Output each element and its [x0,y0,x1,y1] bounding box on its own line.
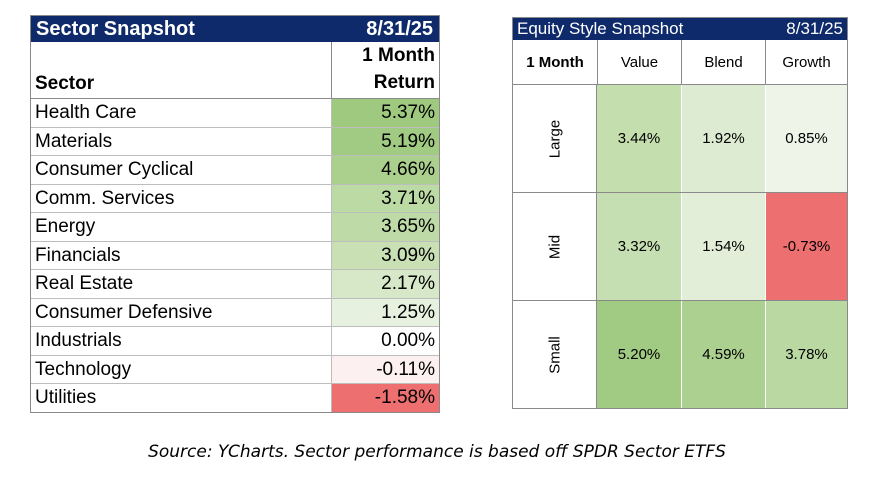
style-cell-blend: 1.54% [681,193,765,300]
sector-name: Materials [35,130,113,152]
return-column-label-line2: Return [373,72,435,93]
sector-row: Consumer Defensive 1.25% [31,298,439,327]
sector-table-title: Sector Snapshot [36,17,195,40]
style-row-label-text: Mid [546,234,563,259]
sector-snapshot-table: Sector Snapshot 8/31/25 Sector 1 Month R… [30,15,440,413]
sector-return-value: 3.09% [331,241,439,269]
style-row-mid: Mid 3.32% 1.54% -0.73% [513,193,847,301]
sector-return-value: 1.25% [331,298,439,326]
sector-row: Comm. Services 3.71% [31,184,439,213]
sector-name: Energy [35,216,96,237]
style-cell-growth: 3.78% [765,301,847,408]
sector-row: Materials 5.19% [31,127,439,156]
style-row-label: Mid [513,193,597,300]
sector-row: Energy 3.65% [31,213,439,242]
style-col-value: Value [597,40,681,84]
style-rows: Large 3.44% 1.92% 0.85% Mid 3.32% 1.54% -0.73% S… [513,85,847,408]
sector-return-value: 4.66% [331,156,439,184]
sector-table-date: 8/31/25 [366,17,433,40]
sector-column-label: Sector [35,73,95,94]
sector-row: Health Care 5.37% [31,99,439,128]
style-corner-label: 1 Month [526,53,584,71]
sector-name: Consumer Cyclical [35,159,194,180]
sector-name: Technology [35,358,132,380]
style-cell-growth: 0.85% [765,85,847,192]
sector-name: Real Estate [35,273,134,294]
equity-style-snapshot: Equity Style Snapshot 8/31/25 1 Month Va… [512,17,848,409]
style-row-label-text: Large [546,119,563,158]
sector-table-header: Sector Snapshot 8/31/25 [31,16,439,42]
style-cell-value: 3.32% [597,193,681,300]
sector-return-value: -0.11% [331,355,439,383]
return-column-label: 1 Month Return [331,42,439,98]
sector-name: Industrials [35,330,122,351]
sector-row: Financials 3.09% [31,241,439,270]
sector-return-value: 3.65% [331,213,439,241]
sector-return-value: 5.37% [331,99,439,127]
sector-name: Consumer Defensive [35,301,213,323]
sector-return-value: 3.71% [331,184,439,212]
style-row-large: Large 3.44% 1.92% 0.85% [513,85,847,193]
sector-name: Utilities [35,387,97,408]
style-box-date: 8/31/25 [786,19,843,38]
sector-return-value: 2.17% [331,270,439,298]
sector-rows: Health Care 5.37% Materials 5.19% Consumer C… [31,99,439,412]
style-cell-growth: -0.73% [765,193,847,300]
style-cell-value: 5.20% [597,301,681,408]
style-row-small: Small 5.20% 4.59% 3.78% [513,301,847,408]
return-column-label-line1: 1 Month [362,45,435,66]
style-row-label: Large [513,85,597,192]
sector-name: Comm. Services [35,187,175,209]
sector-row: Utilities -1.58% [31,384,439,412]
sector-name: Health Care [35,102,137,123]
style-cell-blend: 4.59% [681,301,765,408]
style-col-growth: Growth [765,40,847,84]
sector-row: Industrials 0.00% [31,327,439,356]
style-row-label-text: Small [546,335,563,374]
style-column-headers: 1 Month Value Blend Growth [513,40,847,85]
style-cell-value: 3.44% [597,85,681,192]
style-col-blend: Blend [681,40,765,84]
style-row-label: Small [513,301,597,408]
sector-name: Financials [35,244,121,266]
sector-return-value: -1.58% [331,384,439,412]
style-cell-blend: 1.92% [681,85,765,192]
sector-row: Consumer Cyclical 4.66% [31,156,439,185]
style-box-title: Equity Style Snapshot [517,19,684,38]
sector-row: Real Estate 2.17% [31,270,439,299]
source-note: Source: YCharts. Sector performance is b… [148,442,726,462]
sector-return-value: 5.19% [331,127,439,155]
sector-return-value: 0.00% [331,327,439,355]
sector-column-headers: Sector 1 Month Return [31,42,439,99]
sector-row: Technology -0.11% [31,355,439,384]
style-box-header: Equity Style Snapshot 8/31/25 [513,18,847,40]
